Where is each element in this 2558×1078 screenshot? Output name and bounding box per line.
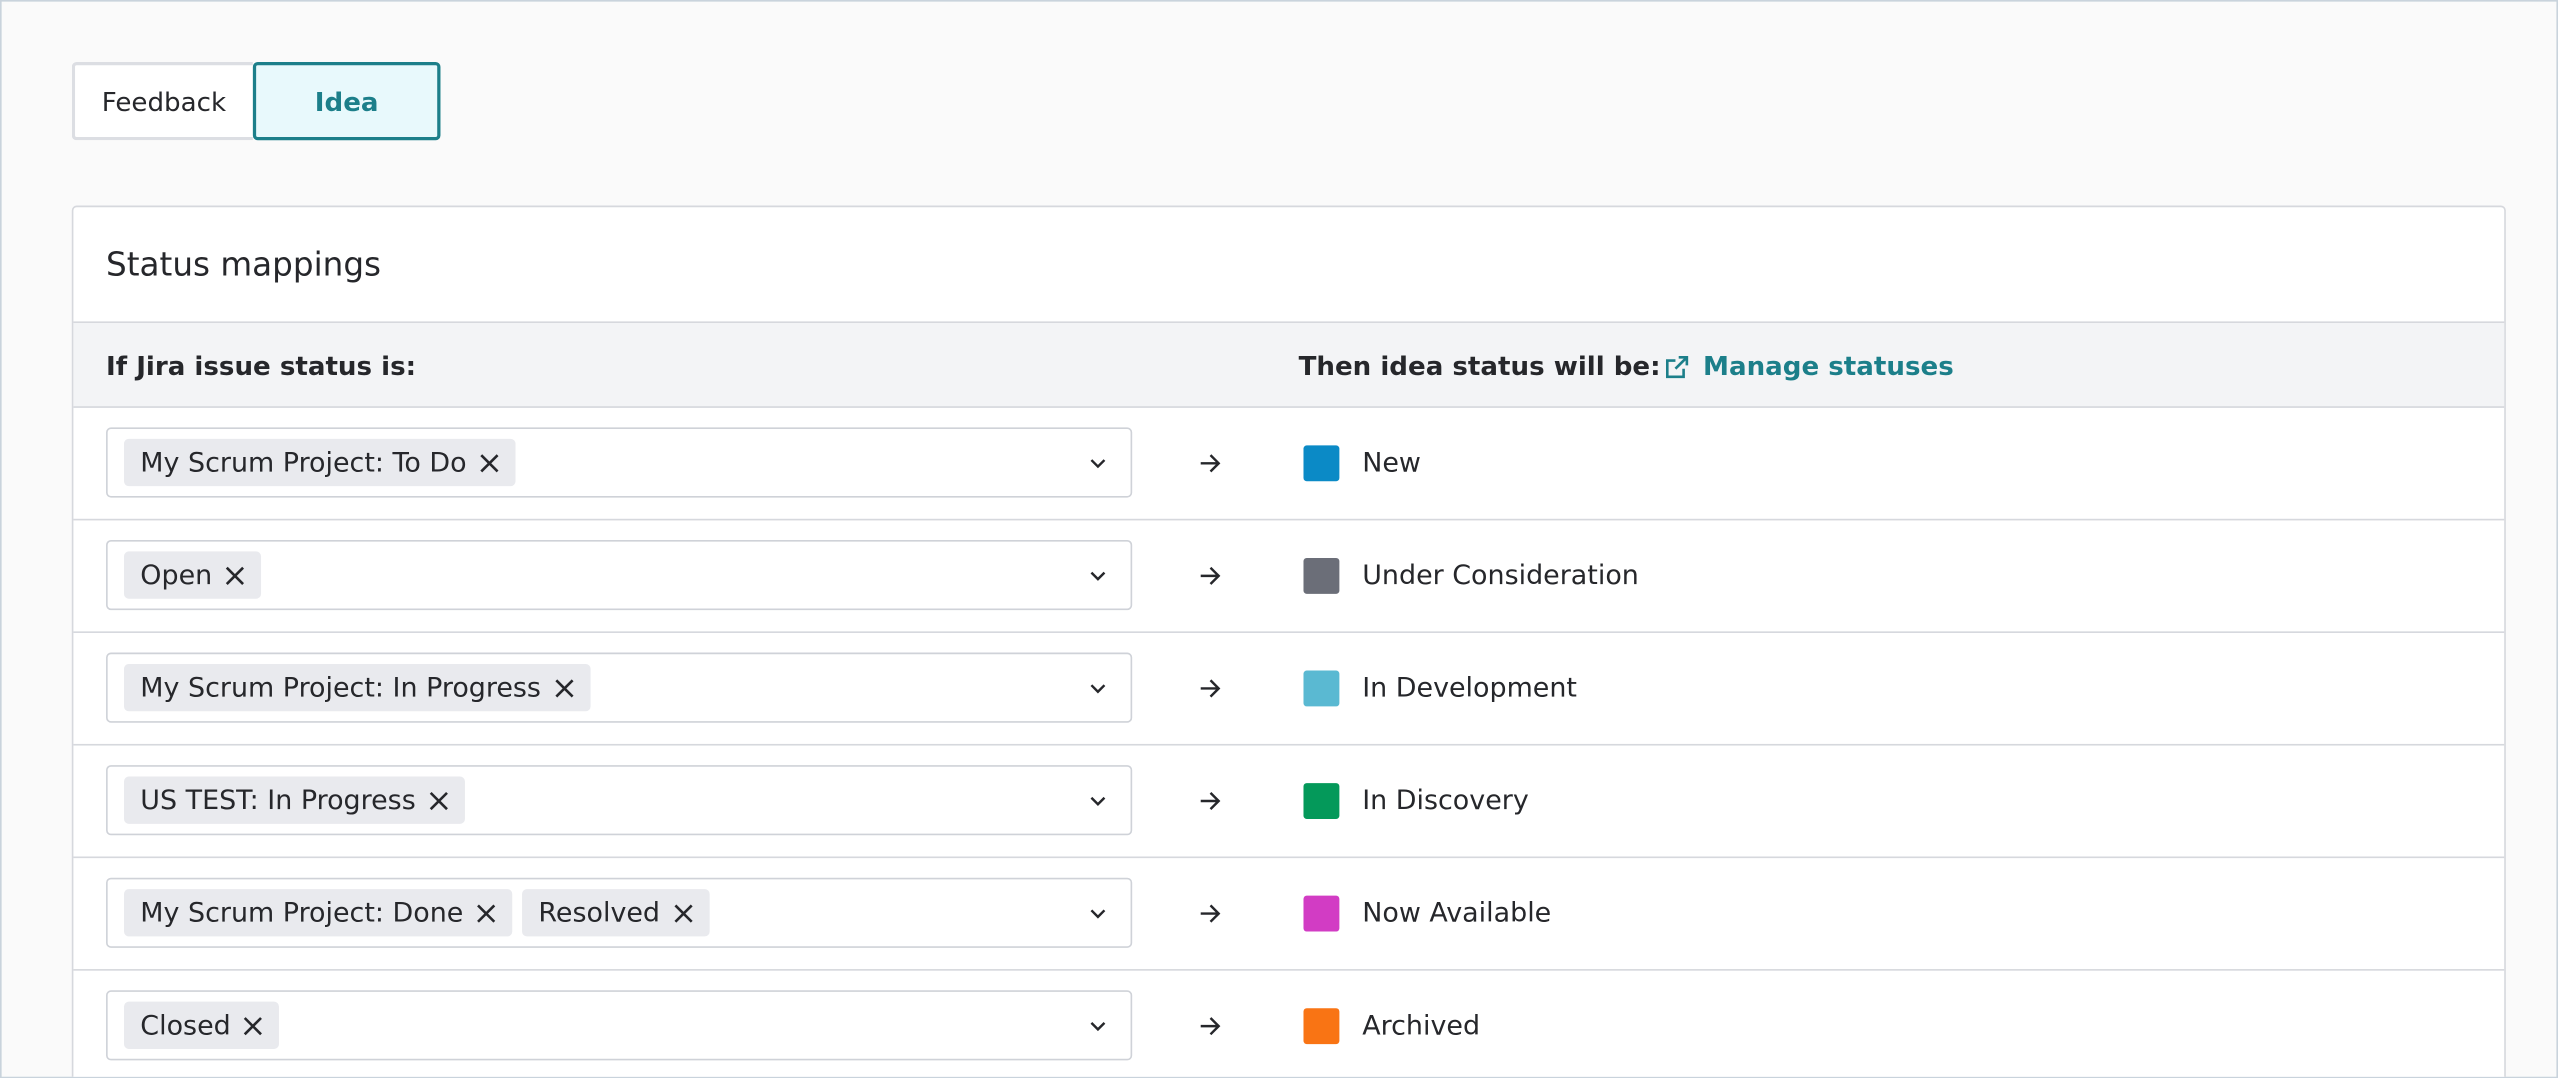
chevron-icon (1090, 1022, 1106, 1032)
chevron-icon (1090, 796, 1106, 807)
tab[interactable]: Idea (252, 61, 441, 141)
status-color (1303, 670, 1340, 707)
status-color (1303, 557, 1340, 594)
arrow-icon (1200, 679, 1221, 698)
chip-label: Resolved (538, 897, 661, 929)
mapping-row: Closed Archived (73, 971, 2504, 1077)
chevron-icon (1090, 684, 1106, 694)
status-name: In Discovery (1362, 784, 1529, 816)
chip-label: My Scrum Project: Done (140, 897, 464, 929)
status-select[interactable]: Open (106, 539, 1133, 611)
manage-statuses-link[interactable]: Manage statuses (1703, 350, 1954, 382)
chip: My Scrum Project: Done (123, 889, 513, 937)
chip: Open (123, 551, 262, 599)
chip: My Scrum Project: In Progress (123, 663, 590, 712)
chip: US TEST: In Progress (123, 776, 465, 824)
chip-label: Closed (140, 1009, 231, 1041)
remove-icon[interactable] (480, 453, 500, 473)
table-header: If Jira issue status is: Then idea statu… (73, 323, 2505, 408)
status-color (1303, 783, 1340, 819)
external-link-icon (1665, 355, 1688, 378)
status-name: Archived (1362, 1009, 1481, 1041)
chip-label: US TEST: In Progress (140, 784, 416, 816)
status-select[interactable]: My Scrum Project: Done Resolved (106, 877, 1133, 948)
chip: My Scrum Project: To Do (123, 438, 516, 487)
status-color (1303, 1008, 1340, 1045)
status-color (1303, 895, 1340, 932)
left-header: If Jira issue status is: (106, 350, 417, 382)
arrow-icon (1200, 791, 1221, 811)
status-color (1303, 445, 1340, 482)
chip: Resolved (522, 889, 709, 937)
status-select[interactable]: Closed (106, 990, 1133, 1061)
status-select[interactable]: My Scrum Project: In Progress (106, 652, 1133, 723)
status-name: In Development (1362, 672, 1578, 704)
status-select[interactable]: My Scrum Project: To Do (106, 427, 1133, 498)
remove-icon[interactable] (244, 1016, 264, 1036)
chevron-icon (1090, 571, 1106, 581)
remove-icon[interactable] (554, 678, 574, 698)
tab[interactable]: Feedback (71, 61, 253, 141)
status-name: Now Available (1362, 897, 1552, 929)
arrow-icon (1200, 454, 1221, 473)
chip-label: Open (140, 559, 213, 591)
right-header-text: Then idea status will be: (1298, 350, 1661, 382)
arrow-icon (1200, 566, 1221, 585)
arrow-icon (1200, 1017, 1221, 1036)
mapping-row: My Scrum Project: In Progress In Developm… (73, 633, 2505, 746)
mapping-row: Open Under Consideration (73, 520, 2505, 633)
chip-label: My Scrum Project: To Do (140, 447, 467, 479)
mapping-row: My Scrum Project: Done Resolved Now Availa… (73, 858, 2505, 971)
remove-icon[interactable] (429, 790, 449, 810)
mapping-row: My Scrum Project: To Do New (73, 408, 2505, 521)
mapping-row: US TEST: In Progress In Discovery (73, 746, 2505, 859)
status-name: New (1362, 447, 1421, 479)
remove-icon[interactable] (476, 903, 496, 923)
chevron-icon (1090, 909, 1106, 919)
status-select[interactable]: US TEST: In Progress (106, 765, 1133, 836)
remove-icon[interactable] (225, 565, 245, 585)
status-mappings-card: Status mappings If Jira issue status is:… (71, 205, 2506, 1077)
remove-icon[interactable] (673, 903, 693, 923)
card-title: Status mappings (73, 207, 2505, 324)
chip: Closed (123, 1001, 280, 1049)
chevron-icon (1090, 459, 1106, 469)
tab-group: Feedback Idea (71, 61, 441, 141)
right-header: Then idea status will be: Manage statuse… (1299, 351, 1954, 382)
rows: My Scrum Project: To Do New Open Under Cons… (73, 408, 2505, 1077)
status-name: Under Consideration (1362, 559, 1639, 591)
chip-label: My Scrum Project: In Progress (140, 672, 541, 704)
arrow-icon (1200, 904, 1221, 923)
